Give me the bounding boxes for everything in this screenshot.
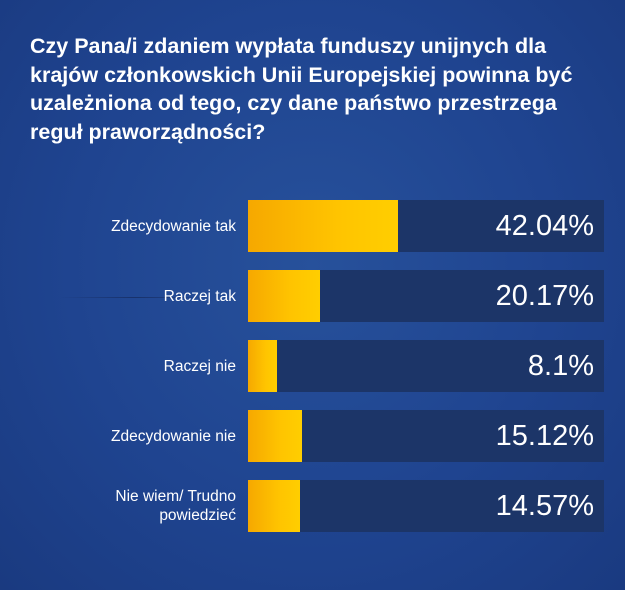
bar bbox=[248, 410, 302, 462]
chart-title: Czy Pana/i zdaniem wypłata funduszy unij… bbox=[30, 34, 573, 144]
bar-track: 20.17% bbox=[248, 270, 604, 322]
bar-row: Zdecydowanie nie 15.12% bbox=[0, 410, 625, 462]
bar bbox=[248, 270, 320, 322]
category-label: Zdecydowanie nie bbox=[111, 427, 236, 445]
bar-track: 8.1% bbox=[248, 340, 604, 392]
bar-row: Nie wiem/ Trudno powiedzieć 14.57% bbox=[0, 480, 625, 532]
bar-track: 42.04% bbox=[248, 200, 604, 252]
data-label: 15.12% bbox=[495, 419, 594, 452]
data-label: 8.1% bbox=[527, 349, 594, 382]
bar-track: 14.57% bbox=[248, 480, 604, 532]
bar-row: Zdecydowanie tak 42.04% bbox=[0, 200, 625, 252]
category-label: Raczej nie bbox=[163, 357, 236, 375]
data-label: 20.17% bbox=[495, 279, 594, 312]
bar bbox=[248, 480, 300, 532]
bar bbox=[248, 200, 398, 252]
category-label: Zdecydowanie tak bbox=[111, 217, 236, 235]
data-label: 14.57% bbox=[495, 489, 594, 522]
bar bbox=[248, 340, 277, 392]
data-label: 42.04% bbox=[495, 209, 594, 242]
category-label: Raczej tak bbox=[163, 287, 236, 305]
bar-row: Raczej tak 20.17% bbox=[0, 270, 625, 322]
bar-track: 15.12% bbox=[248, 410, 604, 462]
decorative-line bbox=[60, 297, 210, 298]
category-label: Nie wiem/ Trudno powiedzieć bbox=[115, 488, 236, 524]
bar-row: Raczej nie 8.1% bbox=[0, 340, 625, 392]
